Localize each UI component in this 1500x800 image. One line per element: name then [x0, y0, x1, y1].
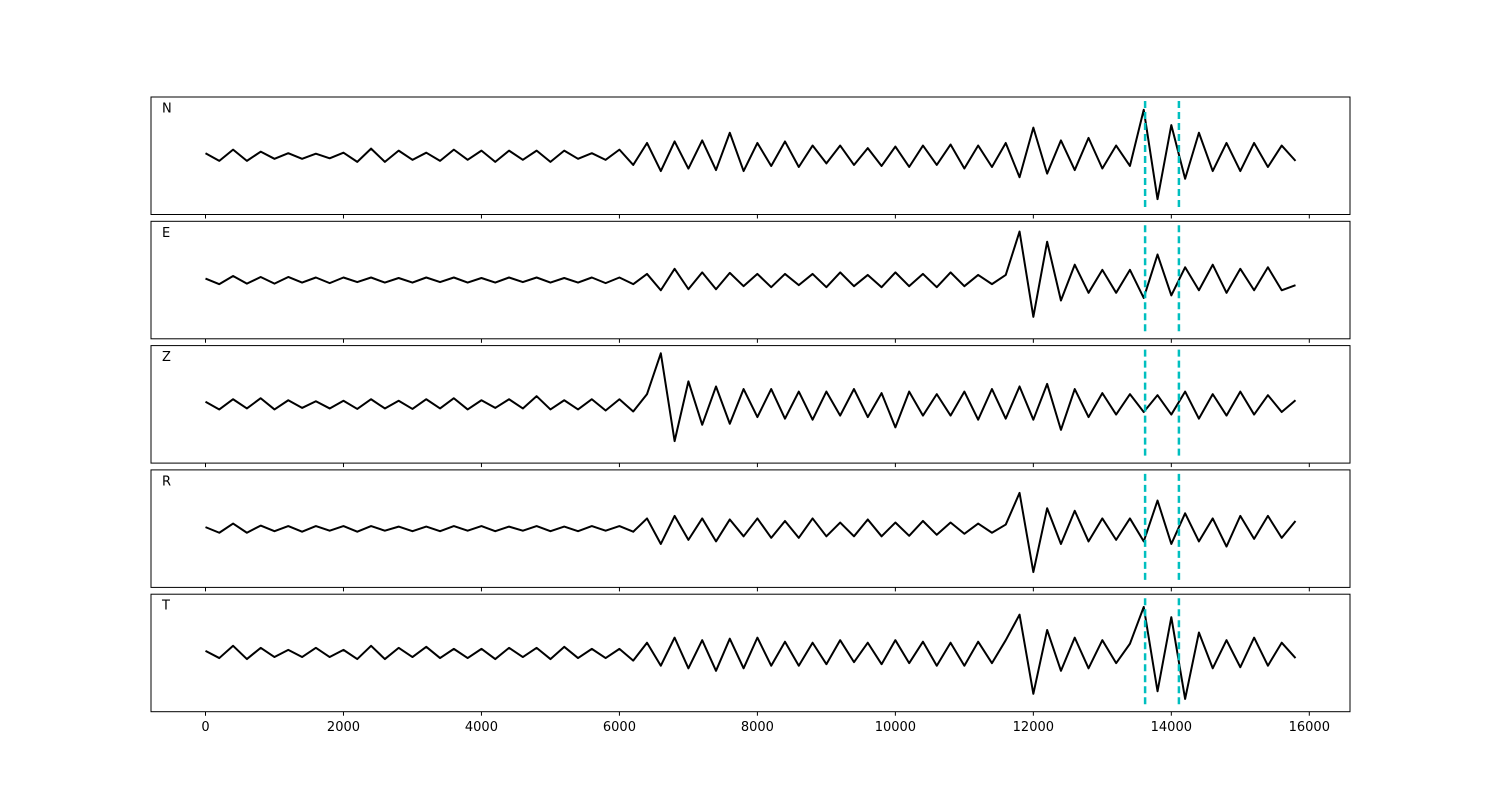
panel-label: T	[161, 599, 170, 614]
waveform	[205, 230, 1296, 318]
panel-frame	[150, 220, 1351, 340]
panel-frame	[150, 469, 1351, 588]
waveform	[205, 491, 1297, 574]
panel-frame	[150, 593, 1351, 713]
panel-label: R	[162, 474, 171, 489]
x-tick-label: 12000	[1013, 720, 1054, 735]
panel-label: E	[162, 226, 170, 241]
panel-frame	[150, 345, 1351, 464]
waveform	[205, 605, 1297, 700]
x-tick-label: 2000	[327, 720, 360, 735]
waveform	[205, 108, 1297, 201]
x-tick-label: 4000	[465, 720, 498, 735]
x-tick-label: 14000	[1151, 720, 1192, 735]
x-tick-label: 16000	[1289, 720, 1330, 735]
panel-label: N	[162, 102, 172, 117]
x-tick-label: 8000	[741, 720, 774, 735]
x-tick-label: 10000	[875, 720, 916, 735]
panel-frame	[150, 96, 1351, 215]
waveform	[205, 352, 1297, 443]
x-tick-label: 0	[201, 720, 209, 735]
panel-label: Z	[162, 350, 171, 365]
x-tick-label: 6000	[603, 720, 636, 735]
